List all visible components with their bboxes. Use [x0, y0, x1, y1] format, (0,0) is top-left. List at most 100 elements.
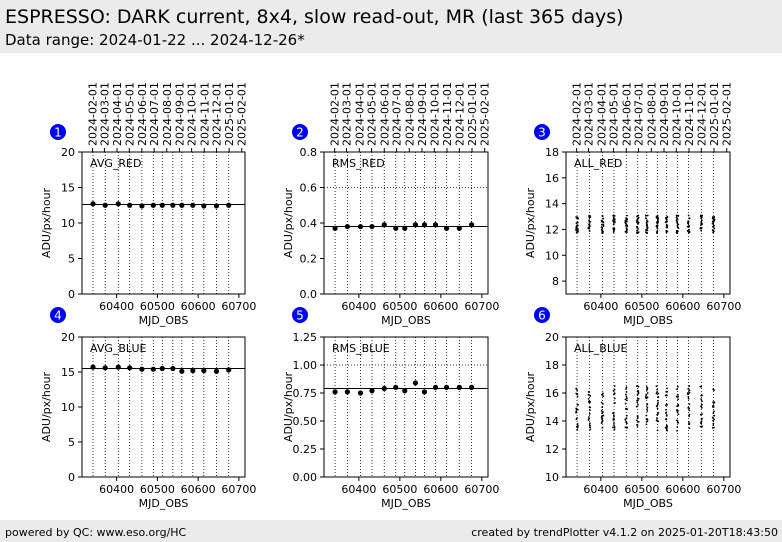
data-point [636, 394, 639, 396]
data-point [676, 393, 679, 396]
date-tick-label: 2024-02-01 [329, 82, 342, 146]
data-point [624, 398, 627, 401]
data-point [576, 227, 578, 229]
data-point [700, 217, 703, 220]
data-point [613, 402, 616, 405]
x-axis-label: MJD_OBS [139, 314, 189, 327]
y-axis-label: ADU/px/hour [40, 187, 53, 258]
x-tick-label: 60700 [464, 300, 499, 313]
data-point [665, 427, 668, 430]
date-tick-label: 2024-02-01 [87, 82, 100, 146]
x-tick-label: 60500 [382, 483, 417, 496]
data-point [656, 413, 659, 416]
data-point [589, 426, 592, 429]
data-point [677, 215, 679, 217]
y-tick-label: 8 [552, 275, 559, 288]
data-point [575, 407, 578, 410]
data-point [688, 423, 691, 425]
data-point [179, 202, 185, 208]
data-point [688, 427, 691, 430]
data-point [645, 219, 648, 222]
data-point [625, 417, 628, 420]
x-tick-label: 60500 [140, 483, 175, 496]
y-tick-label: 15 [61, 182, 75, 195]
data-point [646, 225, 649, 227]
data-point [665, 408, 667, 411]
data-point [90, 201, 96, 207]
data-point [612, 214, 615, 217]
y-tick-label: 18 [545, 359, 559, 372]
data-point [646, 227, 649, 230]
data-point [170, 202, 176, 208]
x-tick-label: 60400 [99, 300, 134, 313]
data-point [676, 429, 678, 432]
data-point [624, 219, 627, 222]
data-point [666, 387, 668, 390]
data-point [626, 214, 628, 217]
panel-badge-number: 6 [538, 309, 546, 323]
date-tick-label: 2024-11-01 [198, 82, 211, 146]
data-point [700, 406, 703, 409]
data-point [655, 419, 658, 422]
data-point [602, 414, 605, 417]
data-point [656, 231, 658, 234]
date-tick-label: 2024-04-01 [111, 82, 124, 146]
x-tick-label: 60600 [665, 483, 700, 496]
data-point [711, 225, 714, 228]
data-point [676, 419, 679, 422]
panel-badge [50, 124, 66, 140]
data-point [688, 231, 691, 234]
data-point [412, 222, 419, 228]
x-axis-label: MJD_OBS [139, 497, 189, 510]
data-point [656, 227, 659, 230]
data-point [201, 368, 207, 374]
footer-credit[interactable]: powered by QC: www.eso.org/HC [5, 526, 187, 539]
data-point [637, 216, 640, 219]
data-point [688, 413, 691, 416]
panel-label: ALL_RED [574, 157, 622, 170]
data-point [711, 416, 714, 419]
data-point [381, 222, 387, 228]
data-point [577, 403, 579, 406]
data-point [645, 414, 648, 417]
data-point [127, 202, 133, 208]
x-tick-label: 60700 [464, 483, 499, 496]
data-point [676, 409, 679, 412]
data-point [676, 388, 678, 391]
data-point [344, 223, 350, 230]
data-point [656, 429, 659, 432]
data-point [712, 218, 715, 221]
data-point [686, 225, 689, 228]
data-point [393, 384, 399, 390]
data-point [575, 216, 578, 218]
data-point [687, 397, 690, 400]
data-point [588, 216, 591, 219]
data-point [588, 223, 591, 226]
data-point [624, 224, 627, 227]
data-point [701, 400, 703, 403]
data-point [687, 214, 690, 217]
y-tick-label: 0.75 [293, 387, 318, 400]
data-point [637, 228, 639, 230]
footer-bar [0, 520, 782, 542]
data-point [711, 222, 714, 225]
y-tick-label: 0.6 [300, 182, 318, 195]
data-point [576, 395, 579, 398]
data-point [644, 214, 647, 217]
data-point [588, 413, 591, 415]
data-point [576, 224, 579, 227]
date-tick-label: 2024-12-01 [695, 82, 708, 146]
data-point [613, 428, 616, 431]
page-title: ESPRESSO: DARK current, 8x4, slow read-o… [5, 6, 624, 28]
data-point [655, 385, 658, 388]
data-point [381, 385, 387, 392]
data-point [589, 424, 591, 427]
x-tick-label: 60500 [624, 300, 659, 313]
data-point [402, 388, 408, 394]
data-point [612, 223, 615, 226]
data-point [675, 232, 678, 234]
data-point [190, 202, 196, 208]
data-point [588, 219, 590, 222]
data-point [612, 216, 615, 219]
header-bar [0, 0, 782, 53]
